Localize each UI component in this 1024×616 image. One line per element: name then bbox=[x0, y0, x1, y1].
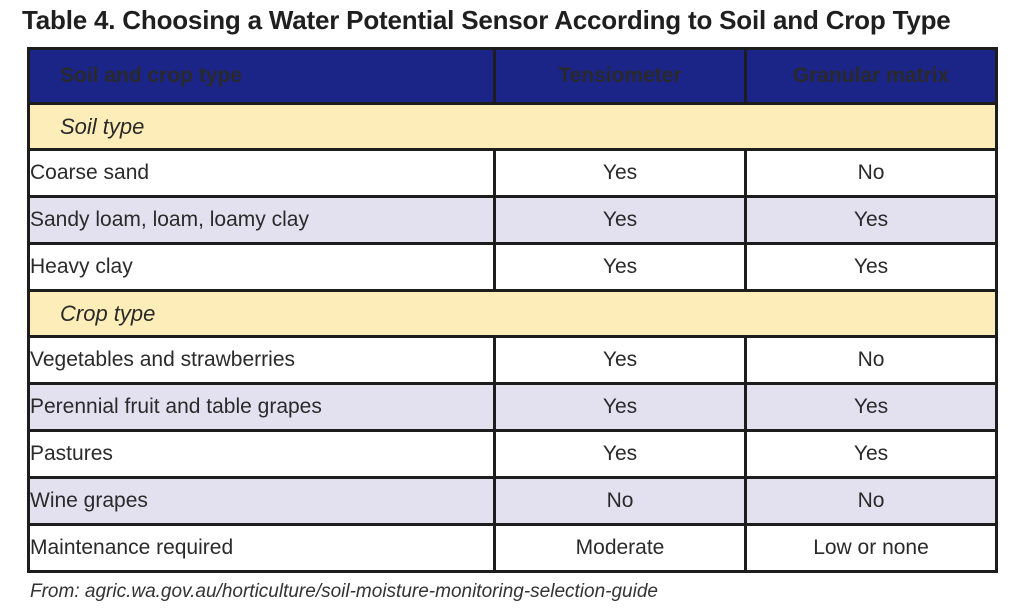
section-label: Soil type bbox=[27, 102, 998, 151]
row-label: Heavy clay bbox=[27, 242, 496, 292]
tensiometer-value: Yes bbox=[493, 335, 747, 385]
row-label: Pastures bbox=[27, 429, 496, 479]
table-row-wine-grapes: Wine grapes No No bbox=[27, 476, 998, 526]
column-header-tensiometer: Tensiometer bbox=[493, 47, 747, 105]
row-label: Wine grapes bbox=[27, 476, 496, 526]
tensiometer-value: No bbox=[493, 476, 747, 526]
column-header-granular-matrix: Granular matrix bbox=[744, 47, 998, 105]
granular-matrix-value: No bbox=[744, 476, 998, 526]
table-row-perennial-fruit: Perennial fruit and table grapes Yes Yes bbox=[27, 382, 998, 432]
section-row-soil-type: Soil type bbox=[27, 102, 998, 151]
section-label: Crop type bbox=[27, 289, 998, 338]
row-label: Coarse sand bbox=[27, 148, 496, 198]
tensiometer-value: Yes bbox=[493, 195, 747, 245]
tensiometer-value: Yes bbox=[493, 242, 747, 292]
table-row-coarse-sand: Coarse sand Yes No bbox=[27, 148, 998, 198]
tensiometer-value: Yes bbox=[493, 148, 747, 198]
row-label: Perennial fruit and table grapes bbox=[27, 382, 496, 432]
table-row-vegetables-strawberries: Vegetables and strawberries Yes No bbox=[27, 335, 998, 385]
table-row-pastures: Pastures Yes Yes bbox=[27, 429, 998, 479]
granular-matrix-value: No bbox=[744, 335, 998, 385]
granular-matrix-value: No bbox=[744, 148, 998, 198]
granular-matrix-value: Yes bbox=[744, 242, 998, 292]
table-header-row: Soil and crop type Tensiometer Granular … bbox=[27, 47, 998, 105]
row-label: Maintenance required bbox=[27, 523, 496, 573]
granular-matrix-value: Low or none bbox=[744, 523, 998, 573]
water-potential-sensor-table: Soil and crop type Tensiometer Granular … bbox=[27, 47, 998, 573]
table-row-maintenance-required: Maintenance required Moderate Low or non… bbox=[27, 523, 998, 573]
row-label: Vegetables and strawberries bbox=[27, 335, 496, 385]
tensiometer-value: Yes bbox=[493, 382, 747, 432]
granular-matrix-value: Yes bbox=[744, 195, 998, 245]
row-label: Sandy loam, loam, loamy clay bbox=[27, 195, 496, 245]
column-header-soil-and-crop-type: Soil and crop type bbox=[27, 47, 496, 105]
table-caption: Table 4. Choosing a Water Potential Sens… bbox=[22, 5, 951, 35]
table-row-sandy-loam: Sandy loam, loam, loamy clay Yes Yes bbox=[27, 195, 998, 245]
tensiometer-value: Moderate bbox=[493, 523, 747, 573]
granular-matrix-value: Yes bbox=[744, 429, 998, 479]
tensiometer-value: Yes bbox=[493, 429, 747, 479]
granular-matrix-value: Yes bbox=[744, 382, 998, 432]
source-attribution: From: agric.wa.gov.au/horticulture/soil-… bbox=[30, 581, 658, 602]
table-row-heavy-clay: Heavy clay Yes Yes bbox=[27, 242, 998, 292]
section-row-crop-type: Crop type bbox=[27, 289, 998, 338]
